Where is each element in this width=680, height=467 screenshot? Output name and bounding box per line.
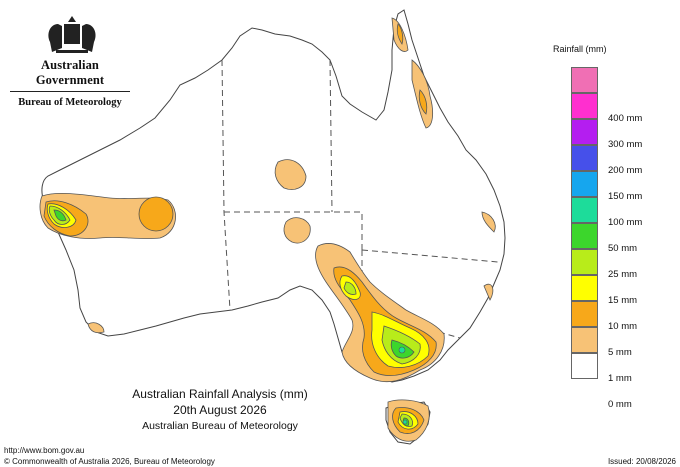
legend-swatch [571,197,598,223]
legend-swatch [571,301,598,327]
mainland-outline [41,9,506,383]
legend-label: 200 mm [608,165,643,176]
rain-50-100mm [398,346,408,425]
legend-label: 300 mm [608,139,643,150]
legend-label: 10 mm [608,321,638,332]
legend-label: 1 mm [608,373,632,384]
map-date: 20th August 2026 [173,403,267,417]
legend-swatch [571,223,598,249]
legend-label: 15 mm [608,295,638,306]
map-title: Australian Rainfall Analysis (mm) [132,387,308,401]
legend-swatch [571,93,598,119]
government-name: Australian Government [35,58,105,87]
coat-of-arms-emblem [48,16,96,53]
legend-label: 25 mm [608,269,638,280]
legend-swatch [571,119,598,145]
legend-swatch [571,145,598,171]
map-caption: Australian Rainfall Analysis (mm) 20th A… [100,387,340,432]
legend-swatch [571,327,598,353]
government-branding: Australian Government Bureau of Meteorol… [8,12,132,108]
legend-swatch [571,353,598,379]
legend-title: Rainfall (mm) [553,44,607,54]
legend-label: 5 mm [608,347,632,358]
legend-label: 50 mm [608,243,638,254]
map-agency: Australian Bureau of Meteorology [142,420,298,432]
legend-label: 0 mm [608,399,632,410]
copyright-notice: © Commonwealth of Australia 2026, Bureau… [4,457,215,466]
issued-date: Issued: 20/08/2026 [607,457,676,466]
legend-label: 100 mm [608,217,643,228]
bom-website-link[interactable]: http://www.bom.gov.au [4,446,85,455]
legend-label: 400 mm [608,113,643,124]
bureau-name: Bureau of Meteorology [18,97,122,108]
legend-label: 150 mm [608,191,643,202]
branding-divider [10,91,130,92]
legend-swatch [571,171,598,197]
legend-swatch [571,249,598,275]
legend-swatch [571,275,598,301]
legend-swatch [571,67,598,93]
